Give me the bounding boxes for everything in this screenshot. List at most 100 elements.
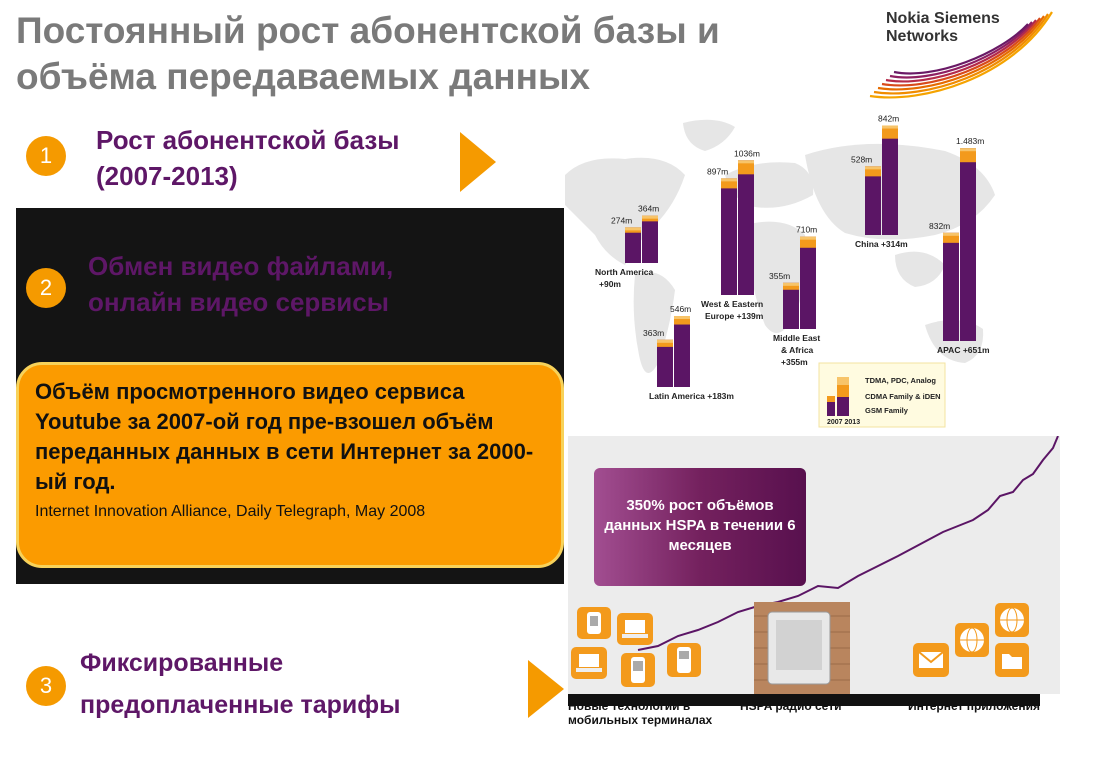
arrow-right-icon [528,660,564,718]
bar-2007-tdma [783,282,799,286]
region-label: Latin America +183m [649,391,734,401]
bar-value-2007: 832m [929,221,950,231]
section-2-title: Обмен видео файлами, онлайн видео сервис… [88,248,393,320]
region-label: North America [595,267,654,277]
bar-value-2013: 546m [670,304,691,314]
quote-box: Объём просмотренного видео сервиса Youtu… [16,362,564,568]
bar-2013-cdma [882,125,898,139]
section-1-title-line-2: (2007-2013) [96,161,238,191]
bar-2007 [783,282,799,329]
legend-years: 2007 2013 [827,419,860,426]
section-3-title-line-2: предоплаченные тарифы [80,691,401,719]
bar-2013 [738,160,754,295]
bar-2013-tdma [738,160,754,164]
smartphone-icon [576,606,612,639]
label-band [568,694,1040,706]
legend-item-tdma: TDMA, PDC, Analog [865,376,936,385]
email-icon [912,642,949,677]
bar-2007-cdma [657,339,673,347]
region-label: +355m [781,357,808,367]
region-bars: 528m 842m China +314m [851,115,908,249]
region-label: Middle East [773,333,820,343]
logo-line-2: Networks [886,28,959,45]
bar-2007 [625,227,641,263]
globe-icon [994,602,1030,637]
bar-2013-tdma [882,125,898,129]
bar-2013-cdma [960,148,976,163]
hspa-growth-line [637,436,1059,651]
bar-2007 [865,166,881,235]
bar-2013-cdma [738,160,754,175]
laptop-icon [570,646,607,679]
bar-2013-tdma [800,236,816,240]
bar-2007-tdma [721,178,737,182]
bar-2007 [657,339,673,387]
bar-2007-tdma [625,227,641,231]
section-2-title-line-1: Обмен видео файлами, [88,251,394,281]
phone-icon [620,652,656,687]
region-bars: 832m 1.483m APAC +651m [929,136,990,355]
logo-line-1: Nokia Siemens [886,10,1000,27]
section-1-title: Рост абонентской базы (2007-2013) [96,122,400,194]
label-internet-apps: Интернет приложения [908,699,1040,713]
section-2-number: 2 [26,268,66,308]
bar-2013 [960,148,976,341]
region-label: +90m [599,279,621,289]
region-bars: 274m 364m North America +90m [595,204,659,289]
bar-value-2013: 1.483m [956,136,984,146]
region-label: Europe +139m [705,311,764,321]
bar-2007-cdma [865,166,881,177]
quote-source: Internet Innovation Alliance, Daily Tele… [35,503,426,520]
bar-2013 [882,125,898,235]
bar-2007 [943,232,959,341]
bar-value-2007: 355m [769,271,790,281]
section-3-number: 3 [26,666,66,706]
region-bars: 355m 710m Middle East & Africa +355m [769,225,820,367]
section-3-title: Фиксированные предоплаченные тарифы [80,642,401,726]
label-hspa-radio-networks: HSPA радио сети [740,699,842,713]
hspa-antenna-photo [754,602,850,696]
bar-2007-cdma [721,178,737,189]
section-1-title-line-1: Рост абонентской базы [96,125,400,155]
bar-2007-tdma [943,232,959,236]
bar-2013-cdma [800,236,816,248]
bar-value-2007: 528m [851,154,872,164]
bar-value-2013: 710m [796,225,817,235]
bar-value-2007: 897m [707,166,728,176]
bar-value-2013: 364m [638,204,659,214]
section-2-title-line-2: онлайн видео сервисы [88,287,389,317]
bar-value-2013: 1036m [734,148,760,158]
legend-bar-2013-cdma [837,385,849,397]
laptop-icon [616,612,653,645]
label-new-terminal-tech: Новые технологии в мобильных терминалах [568,699,713,727]
legend-item-gsm: GSM Family [865,406,909,415]
hspa-growth-callout: 350% рост объёмов данных HSPA в течении … [594,468,806,586]
legend-bar-2007 [827,402,835,416]
section-3-title-line-1: Фиксированные [80,649,284,677]
legend-bar-2007-cdma [827,396,835,402]
legend-bar-2013-tdma [837,377,849,385]
bar-2013 [800,236,816,329]
bar-2013 [674,316,690,387]
region-label: West & Eastern [701,299,763,309]
bar-2007-tdma [865,166,881,170]
page-title: Постоянный рост абонентской базы и объём… [16,10,720,97]
bar-2013-tdma [642,215,658,219]
bar-2007-cdma [943,232,959,243]
legend-bar-2013 [837,397,849,416]
section-1-number: 1 [26,136,66,176]
region-label: China +314m [855,239,908,249]
bar-value-2013: 842m [878,115,899,124]
bar-2013 [642,215,658,263]
region-label: & Africa [781,345,814,355]
quote-text: Объём просмотренного видео сервиса Youtu… [35,379,534,494]
legend-item-cdma: CDMA Family & iDEN [865,392,941,401]
logo-swirl-icon [869,11,1053,99]
mobile-phone-icon [666,642,702,677]
logo: Nokia Siemens Networks [886,10,1000,46]
bar-value-2007: 274m [611,215,632,225]
globe-icon [954,622,990,657]
bar-2007 [721,178,737,295]
chart-legend: 2007 2013 TDMA, PDC, Analog CDMA Family … [818,362,946,428]
bar-value-2007: 363m [643,328,664,338]
